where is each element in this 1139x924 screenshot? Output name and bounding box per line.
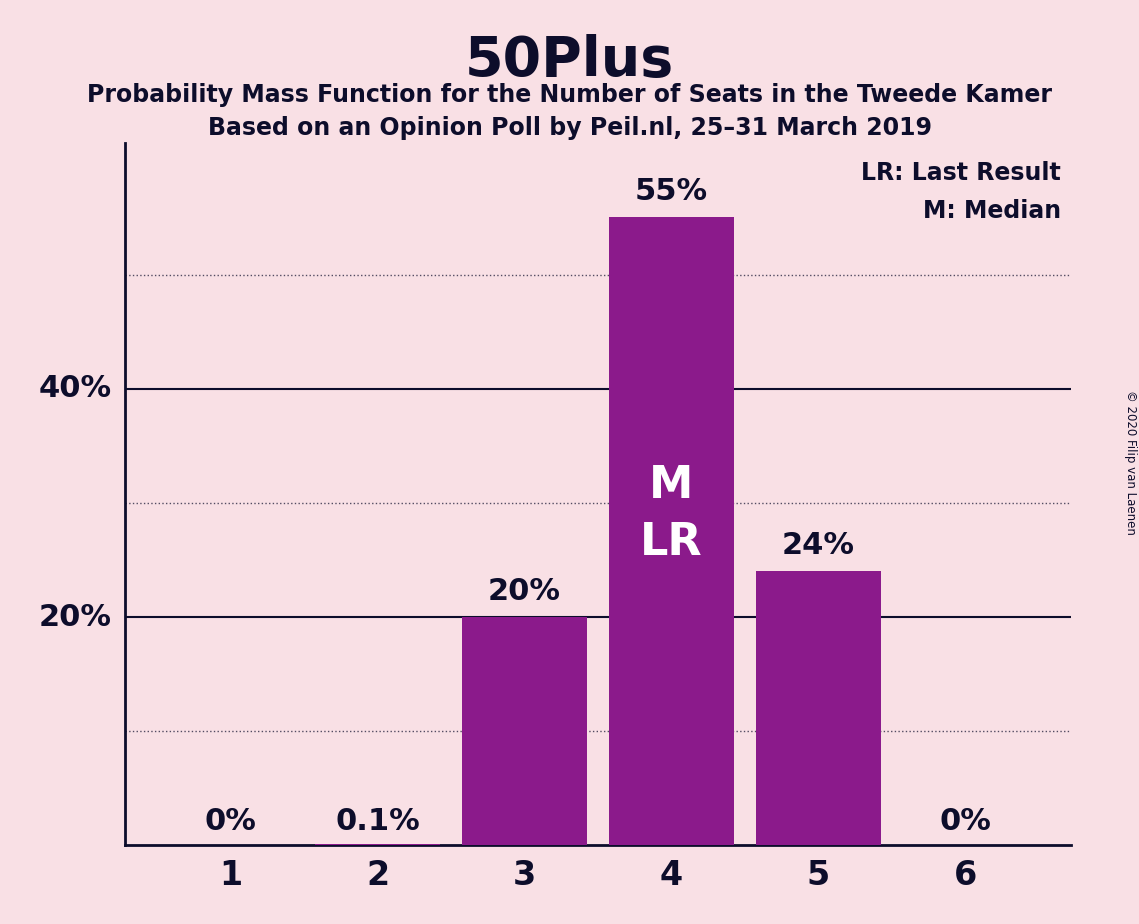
Text: 20%: 20% <box>39 602 112 632</box>
Text: 0%: 0% <box>205 808 256 836</box>
Text: 20%: 20% <box>487 577 562 605</box>
Text: 50Plus: 50Plus <box>465 34 674 88</box>
Bar <box>756 571 880 845</box>
Text: 24%: 24% <box>781 531 855 560</box>
Text: LR: LR <box>640 521 703 565</box>
Text: M: Median: M: Median <box>923 200 1062 224</box>
Text: Probability Mass Function for the Number of Seats in the Tweede Kamer: Probability Mass Function for the Number… <box>87 83 1052 107</box>
Text: © 2020 Filip van Laenen: © 2020 Filip van Laenen <box>1124 390 1137 534</box>
Text: LR: Last Result: LR: Last Result <box>861 161 1062 185</box>
Bar <box>462 617 587 845</box>
Text: 40%: 40% <box>39 374 112 403</box>
Text: M: M <box>649 464 694 507</box>
Text: 0%: 0% <box>940 808 991 836</box>
Text: Based on an Opinion Poll by Peil.nl, 25–31 March 2019: Based on an Opinion Poll by Peil.nl, 25–… <box>207 116 932 140</box>
Bar <box>609 217 734 845</box>
Text: 0.1%: 0.1% <box>335 808 420 836</box>
Text: 55%: 55% <box>634 177 708 206</box>
